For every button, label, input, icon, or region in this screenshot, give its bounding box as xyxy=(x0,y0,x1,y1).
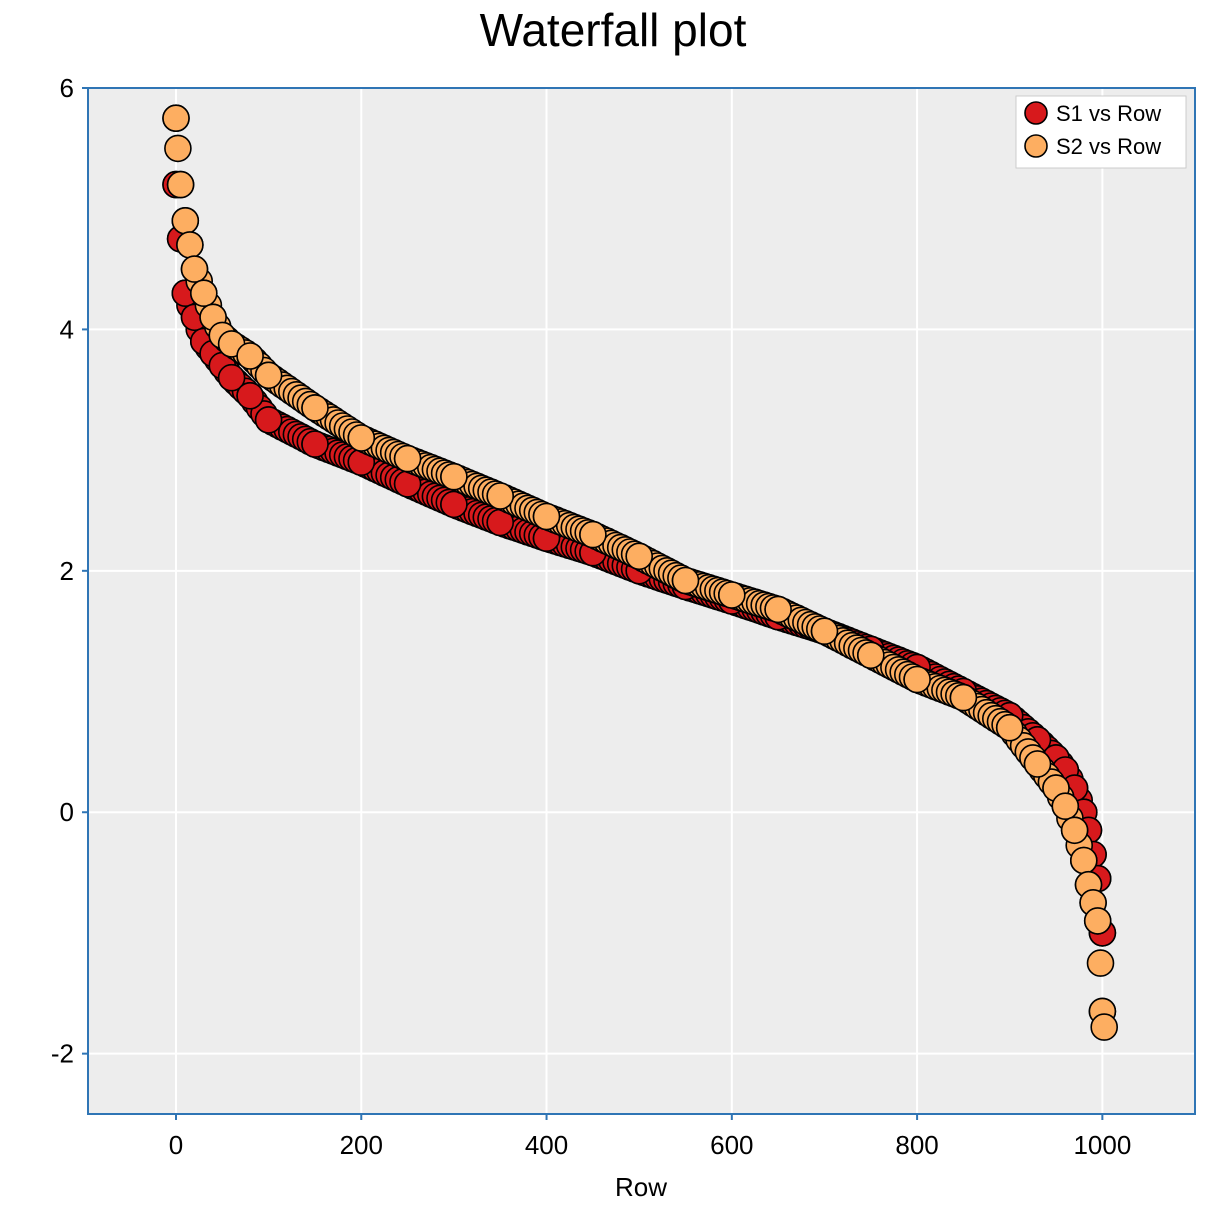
data-point xyxy=(856,641,885,670)
y-tick-label: 6 xyxy=(60,73,74,103)
data-point xyxy=(625,542,654,571)
y-tick-label: 2 xyxy=(60,556,74,586)
data-point xyxy=(1090,1013,1118,1041)
data-point xyxy=(236,342,264,370)
plot-area xyxy=(88,88,1195,1114)
data-point xyxy=(532,502,561,531)
data-point xyxy=(1070,846,1098,875)
data-point xyxy=(903,665,931,694)
y-tick-label: 4 xyxy=(60,314,74,344)
legend-marker xyxy=(1024,101,1048,125)
data-point xyxy=(236,381,264,410)
data-point xyxy=(254,361,283,390)
series-2 xyxy=(162,104,1118,1041)
data-point xyxy=(995,713,1024,742)
x-tick-label: 400 xyxy=(525,1130,568,1160)
data-point xyxy=(671,566,700,595)
axis-ticks: 0 200 400 600 800 1000 -2 0 2 4 6 xyxy=(51,73,1131,1160)
data-point xyxy=(176,231,204,259)
data-point xyxy=(171,207,200,235)
x-tick-label: 800 xyxy=(895,1130,938,1160)
legend-entry: S1 vs Row xyxy=(1056,101,1161,126)
data-point xyxy=(393,444,422,473)
data-point xyxy=(1023,750,1052,778)
y-tick-label: -2 xyxy=(51,1039,74,1069)
data-point xyxy=(254,406,283,434)
data-point xyxy=(190,279,218,308)
data-point xyxy=(764,595,792,624)
x-tick-label: 200 xyxy=(340,1130,383,1160)
data-point xyxy=(810,617,839,646)
data-point xyxy=(440,462,468,491)
data-point xyxy=(180,255,209,283)
data-point xyxy=(486,482,515,510)
data-point xyxy=(164,134,192,163)
data-point xyxy=(717,581,746,609)
x-tick-label: 0 xyxy=(169,1130,183,1160)
plot-frame xyxy=(87,87,1196,1115)
data-point xyxy=(301,394,329,422)
chart-title: Waterfall plot xyxy=(480,4,747,56)
x-tick-label: 600 xyxy=(710,1130,753,1160)
data-point xyxy=(579,520,607,549)
data-point xyxy=(217,363,246,392)
x-axis-label: Row xyxy=(615,1172,667,1202)
series-layer xyxy=(162,104,1118,1041)
data-point xyxy=(1051,792,1080,821)
x-tick-label: 1000 xyxy=(1073,1130,1131,1160)
data-point xyxy=(162,104,190,132)
data-point xyxy=(166,170,195,199)
legend: S1 vs Row S2 vs Row xyxy=(1015,95,1187,169)
data-point xyxy=(347,424,376,452)
data-point xyxy=(1086,949,1115,977)
data-point xyxy=(949,683,978,712)
data-point xyxy=(1060,816,1089,845)
legend-marker xyxy=(1024,134,1048,158)
legend-entry: S2 vs Row xyxy=(1056,134,1161,159)
data-point xyxy=(301,430,329,458)
data-point xyxy=(1083,907,1112,935)
y-tick-label: 0 xyxy=(60,797,74,827)
